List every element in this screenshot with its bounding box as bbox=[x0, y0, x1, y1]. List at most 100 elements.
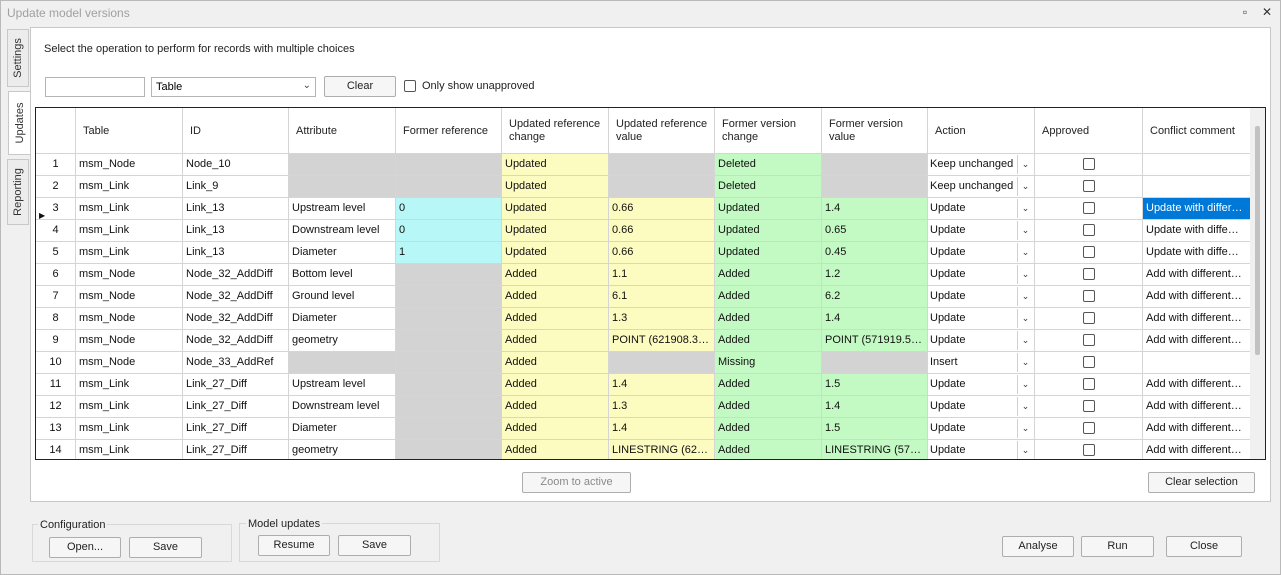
table-cell[interactable]: msm_Link bbox=[76, 176, 183, 198]
updated-reference-change-cell[interactable]: Added bbox=[502, 264, 609, 286]
header-updated-reference-change[interactable]: Updated reference change bbox=[502, 108, 609, 154]
former-reference-cell[interactable] bbox=[396, 352, 502, 374]
former-version-change-cell[interactable]: Added bbox=[715, 264, 822, 286]
conflict-comment-cell[interactable]: Add with different… bbox=[1143, 418, 1251, 440]
updated-reference-change-cell[interactable]: Added bbox=[502, 374, 609, 396]
attribute-cell[interactable]: Ground level bbox=[289, 286, 396, 308]
header-id[interactable]: ID bbox=[183, 108, 289, 154]
tab-reporting[interactable]: Reporting bbox=[7, 159, 29, 225]
approved-cell[interactable] bbox=[1035, 440, 1143, 459]
updated-reference-change-cell[interactable]: Updated bbox=[502, 198, 609, 220]
conflict-comment-cell[interactable]: Add with different… bbox=[1143, 330, 1251, 352]
clear-button[interactable]: Clear bbox=[324, 76, 396, 97]
approved-cell[interactable] bbox=[1035, 198, 1143, 220]
id-cell[interactable]: Link_27_Diff bbox=[183, 374, 289, 396]
former-version-change-cell[interactable]: Updated bbox=[715, 198, 822, 220]
updated-reference-value-cell[interactable]: 0.66 bbox=[609, 242, 715, 264]
updated-reference-value-cell[interactable] bbox=[609, 352, 715, 374]
chevron-down-icon[interactable]: ⌄ bbox=[1017, 331, 1033, 350]
table-cell[interactable]: msm_Link bbox=[76, 374, 183, 396]
id-cell[interactable]: Node_33_AddRef bbox=[183, 352, 289, 374]
conflict-comment-cell[interactable]: Add with different… bbox=[1143, 264, 1251, 286]
former-version-change-cell[interactable]: Added bbox=[715, 308, 822, 330]
table-cell[interactable]: msm_Node bbox=[76, 352, 183, 374]
conflict-comment-cell[interactable] bbox=[1143, 176, 1251, 198]
former-version-value-cell[interactable]: 1.5 bbox=[822, 374, 928, 396]
updated-reference-value-cell[interactable]: 1.4 bbox=[609, 418, 715, 440]
table-cell[interactable]: msm_Node bbox=[76, 264, 183, 286]
updated-reference-change-cell[interactable]: Updated bbox=[502, 242, 609, 264]
table-row[interactable]: ▶ 3 msm_Link Link_13 Upstream level 0 Updated 0… bbox=[36, 198, 1251, 220]
updated-reference-value-cell[interactable]: POINT (621908.3… bbox=[609, 330, 715, 352]
attribute-cell[interactable]: Downstream level bbox=[289, 396, 396, 418]
chevron-down-icon[interactable]: ⌄ bbox=[1017, 243, 1033, 262]
updated-reference-value-cell[interactable]: 6.1 bbox=[609, 286, 715, 308]
action-cell[interactable]: Keep unchanged ⌄ bbox=[928, 154, 1035, 176]
tab-settings[interactable]: Settings bbox=[7, 29, 29, 87]
former-reference-cell[interactable] bbox=[396, 396, 502, 418]
updated-reference-change-cell[interactable]: Added bbox=[502, 286, 609, 308]
open-config-button[interactable]: Open... bbox=[49, 537, 121, 558]
restore-icon[interactable]: ▫ bbox=[1242, 5, 1248, 19]
approved-checkbox[interactable] bbox=[1082, 444, 1095, 456]
id-cell[interactable]: Node_32_AddDiff bbox=[183, 330, 289, 352]
id-cell[interactable]: Link_27_Diff bbox=[183, 418, 289, 440]
action-cell[interactable]: Update ⌄ bbox=[928, 330, 1035, 352]
former-reference-cell[interactable]: 0 bbox=[396, 220, 502, 242]
vertical-scrollbar[interactable] bbox=[1250, 108, 1265, 459]
approved-cell[interactable] bbox=[1035, 286, 1143, 308]
table-row[interactable]: 6 msm_Node Node_32_AddDiff Bottom level Adde… bbox=[36, 264, 1251, 286]
table-row[interactable]: 7 msm_Node Node_32_AddDiff Ground level Adde… bbox=[36, 286, 1251, 308]
conflict-comment-cell[interactable] bbox=[1143, 154, 1251, 176]
id-cell[interactable]: Link_9 bbox=[183, 176, 289, 198]
chevron-down-icon[interactable]: ⌄ bbox=[1017, 287, 1033, 306]
action-cell[interactable]: Update ⌄ bbox=[928, 198, 1035, 220]
conflict-comment-cell[interactable]: Update with diffe… bbox=[1143, 220, 1251, 242]
chevron-down-icon[interactable]: ⌄ bbox=[1017, 397, 1033, 416]
former-version-value-cell[interactable]: 1.4 bbox=[822, 308, 928, 330]
resume-button[interactable]: Resume bbox=[258, 535, 330, 556]
action-cell[interactable]: Update ⌄ bbox=[928, 374, 1035, 396]
conflict-comment-cell[interactable]: Update with differ… bbox=[1143, 198, 1251, 220]
approved-cell[interactable] bbox=[1035, 352, 1143, 374]
column-select[interactable]: Table ⌄ bbox=[151, 77, 316, 97]
updated-reference-value-cell[interactable]: 1.3 bbox=[609, 396, 715, 418]
zoom-to-active-button[interactable]: Zoom to active bbox=[522, 472, 631, 493]
id-cell[interactable]: Node_10 bbox=[183, 154, 289, 176]
former-reference-cell[interactable] bbox=[396, 154, 502, 176]
former-version-value-cell[interactable]: 6.2 bbox=[822, 286, 928, 308]
attribute-cell[interactable] bbox=[289, 154, 396, 176]
id-cell[interactable]: Node_32_AddDiff bbox=[183, 264, 289, 286]
updated-reference-change-cell[interactable]: Updated bbox=[502, 220, 609, 242]
close-button[interactable]: Close bbox=[1166, 536, 1242, 557]
attribute-cell[interactable]: geometry bbox=[289, 440, 396, 459]
header-former-version-value[interactable]: Former version value bbox=[822, 108, 928, 154]
attribute-cell[interactable] bbox=[289, 352, 396, 374]
approved-checkbox[interactable] bbox=[1082, 268, 1095, 280]
table-cell[interactable]: msm_Node bbox=[76, 286, 183, 308]
id-cell[interactable]: Link_13 bbox=[183, 198, 289, 220]
approved-cell[interactable] bbox=[1035, 418, 1143, 440]
approved-cell[interactable] bbox=[1035, 154, 1143, 176]
updated-reference-value-cell[interactable] bbox=[609, 154, 715, 176]
filter-input[interactable] bbox=[45, 77, 145, 97]
attribute-cell[interactable]: Diameter bbox=[289, 418, 396, 440]
former-reference-cell[interactable] bbox=[396, 330, 502, 352]
approved-cell[interactable] bbox=[1035, 264, 1143, 286]
action-cell[interactable]: Update ⌄ bbox=[928, 264, 1035, 286]
action-cell[interactable]: Update ⌄ bbox=[928, 418, 1035, 440]
approved-checkbox[interactable] bbox=[1082, 246, 1095, 258]
id-cell[interactable]: Node_32_AddDiff bbox=[183, 286, 289, 308]
action-cell[interactable]: Insert ⌄ bbox=[928, 352, 1035, 374]
approved-checkbox[interactable] bbox=[1082, 334, 1095, 346]
approved-checkbox[interactable] bbox=[1082, 400, 1095, 412]
former-version-change-cell[interactable]: Added bbox=[715, 286, 822, 308]
approved-checkbox[interactable] bbox=[1082, 422, 1095, 434]
attribute-cell[interactable]: Downstream level bbox=[289, 220, 396, 242]
former-version-value-cell[interactable]: 1.4 bbox=[822, 198, 928, 220]
former-version-value-cell[interactable] bbox=[822, 352, 928, 374]
action-cell[interactable]: Keep unchanged ⌄ bbox=[928, 176, 1035, 198]
approved-cell[interactable] bbox=[1035, 374, 1143, 396]
approved-cell[interactable] bbox=[1035, 220, 1143, 242]
table-cell[interactable]: msm_Link bbox=[76, 198, 183, 220]
